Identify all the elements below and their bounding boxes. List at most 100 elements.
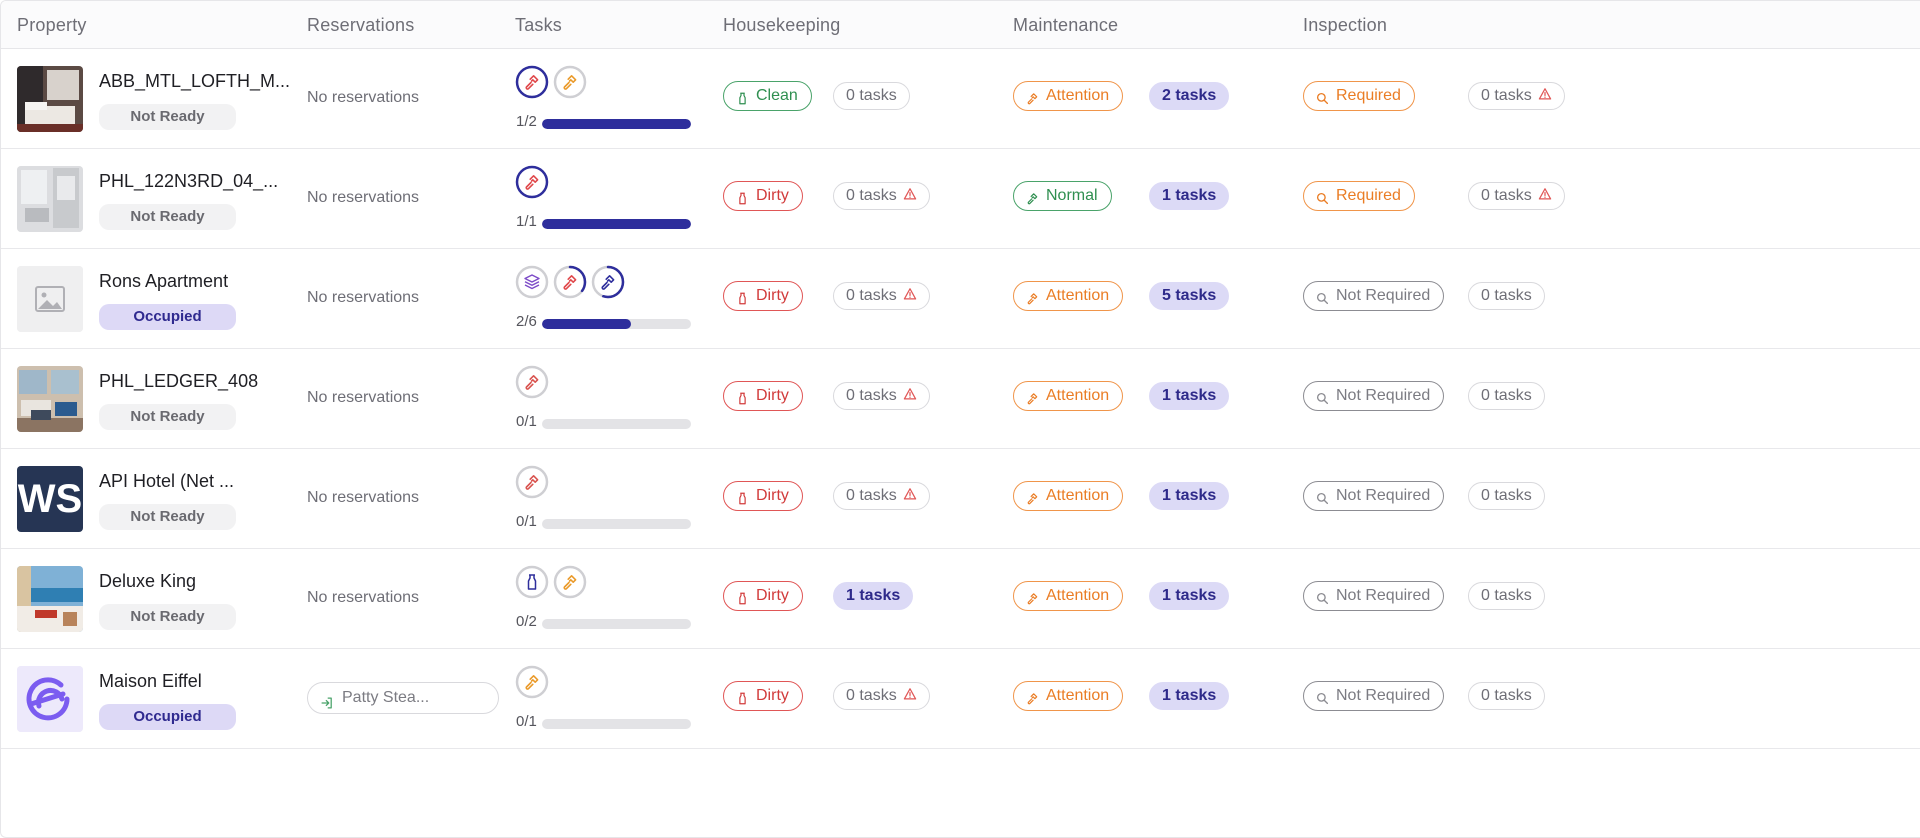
search-icon [1315,388,1330,405]
hammer-icon[interactable] [515,65,549,99]
hammer-icon[interactable] [515,365,549,399]
housekeeping-tasks-count[interactable]: 0 tasks [833,482,930,510]
hammer-icon[interactable] [591,265,625,299]
hammer-icon[interactable] [553,565,587,599]
inspection-status[interactable]: Not Required [1303,381,1445,411]
inspection-status[interactable]: Not Required [1303,581,1445,611]
hammer-icon[interactable] [553,265,587,299]
inspection-status[interactable]: Not Required [1303,681,1445,711]
housekeeping-status-label: Dirty [756,587,789,604]
inspection-tasks-count[interactable]: 0 tasks [1468,482,1545,510]
housekeeping-status[interactable]: Dirty [723,581,803,611]
property-status-badge: Occupied [99,304,236,330]
spray-bottle-icon[interactable] [515,565,549,599]
inspection-tasks-count[interactable]: 0 tasks [1468,682,1545,710]
spray-bottle-icon [735,488,750,505]
housekeeping-status[interactable]: Dirty [723,381,803,411]
column-header-tasks[interactable]: Tasks [515,15,563,35]
maintenance-tasks-count[interactable]: 1 tasks [1149,582,1230,610]
maintenance-status[interactable]: Attention [1013,281,1124,311]
maintenance-status-label: Attention [1046,587,1110,604]
hammer-icon[interactable] [515,165,549,199]
housekeeping-status[interactable]: Dirty [723,481,803,511]
property-name[interactable]: Rons Apartment [99,271,229,291]
maintenance-tasks-count[interactable]: 1 tasks [1149,382,1230,410]
table-row[interactable]: WS API Hotel (Net ... Not Ready No reservat… [1,449,1920,549]
property-thumbnail[interactable] [17,366,83,432]
inspection-status-label: Not Required [1336,287,1431,304]
maintenance-tasks-count[interactable]: 1 tasks [1149,682,1230,710]
hammer-icon[interactable] [553,65,587,99]
housekeeping-tasks-count[interactable]: 0 tasks [833,182,930,210]
tasks-count: 1/1 [516,213,537,230]
property-name[interactable]: PHL_122N3RD_04_... [99,171,279,191]
tasks-progress-bar [542,519,691,529]
maintenance-status[interactable]: Attention [1013,481,1124,511]
table-row[interactable]: Maison Eiffel Occupied Patty Stea... 0/1 Dir… [1,649,1920,749]
table-row[interactable]: Rons Apartment Occupied No reservations 2/6… [1,249,1920,349]
maintenance-tasks-count[interactable]: 1 tasks [1149,182,1230,210]
column-header-housekeeping[interactable]: Housekeeping [723,15,841,35]
property-thumbnail[interactable] [17,566,83,632]
housekeeping-tasks-count[interactable]: 0 tasks [833,282,930,310]
inspection-status[interactable]: Required [1303,81,1415,111]
inspection-tasks-count[interactable]: 0 tasks [1468,282,1545,310]
table-row[interactable]: PHL_122N3RD_04_... Not Ready No reservatio… [1,149,1920,249]
property-thumbnail[interactable] [17,666,83,732]
maintenance-tasks-label: 2 tasks [1162,87,1217,104]
property-name[interactable]: Maison Eiffel [99,671,202,691]
housekeeping-tasks-count[interactable]: 0 tasks [833,382,930,410]
inspection-status[interactable]: Not Required [1303,281,1445,311]
inspection-tasks-count[interactable]: 0 tasks [1468,182,1565,210]
hammer-icon[interactable] [515,465,549,499]
housekeeping-status-label: Dirty [756,187,789,204]
layers-icon[interactable] [515,265,549,299]
table-row[interactable]: Deluxe King Not Ready No reservations 0/2 Di… [1,549,1920,649]
tasks-progress-bar [542,719,691,729]
tasks-count: 0/1 [516,413,537,430]
maintenance-status[interactable]: Attention [1013,681,1124,711]
warning-icon [903,184,917,200]
maintenance-tasks-count[interactable]: 5 tasks [1149,282,1230,310]
inspection-status[interactable]: Not Required [1303,481,1445,511]
property-thumbnail[interactable] [17,166,83,232]
housekeeping-status[interactable]: Dirty [723,181,803,211]
housekeeping-tasks-count[interactable]: 1 tasks [833,582,914,610]
property-thumbnail[interactable] [17,66,83,132]
warning-icon [1538,184,1552,200]
housekeeping-tasks-count[interactable]: 0 tasks [833,682,930,710]
maintenance-status[interactable]: Normal [1013,181,1112,211]
inspection-status[interactable]: Required [1303,181,1415,211]
property-name[interactable]: Deluxe King [99,571,197,591]
property-name[interactable]: ABB_MTL_LOFTH_M... [99,71,289,91]
maintenance-status[interactable]: Attention [1013,581,1124,611]
inspection-tasks-count[interactable]: 0 tasks [1468,582,1545,610]
spray-bottle-icon [735,88,750,105]
maintenance-status[interactable]: Attention [1013,81,1124,111]
property-thumbnail[interactable] [17,266,83,332]
maintenance-tasks-count[interactable]: 1 tasks [1149,482,1230,510]
tasks-count: 2/6 [516,313,537,330]
housekeeping-status[interactable]: Dirty [723,281,803,311]
tasks-count: 0/1 [516,513,537,530]
inspection-tasks-count[interactable]: 0 tasks [1468,82,1565,110]
column-header-property[interactable]: Property [17,15,87,35]
housekeeping-tasks-label: 0 tasks [846,687,897,704]
housekeeping-tasks-count[interactable]: 0 tasks [833,82,910,110]
maintenance-status[interactable]: Attention [1013,381,1124,411]
table-row[interactable]: PHL_LEDGER_408 Not Ready No reservations 0/… [1,349,1920,449]
table-row[interactable]: ABB_MTL_LOFTH_M... Not Ready No reservatio… [1,49,1920,149]
property-name[interactable]: PHL_LEDGER_408 [99,371,259,391]
property-name[interactable]: API Hotel (Net ... [99,471,235,491]
maintenance-status-label: Normal [1046,187,1098,204]
property-thumbnail[interactable]: WS [17,466,83,532]
column-header-inspection[interactable]: Inspection [1303,15,1388,35]
column-header-maintenance[interactable]: Maintenance [1013,15,1119,35]
maintenance-tasks-count[interactable]: 2 tasks [1149,82,1230,110]
column-header-reservations[interactable]: Reservations [307,15,415,35]
housekeeping-status[interactable]: Dirty [723,681,803,711]
housekeeping-status[interactable]: Clean [723,81,812,111]
inspection-tasks-count[interactable]: 0 tasks [1468,382,1545,410]
reservation-chip[interactable]: Patty Stea... [307,682,499,714]
hammer-icon[interactable] [515,665,549,699]
